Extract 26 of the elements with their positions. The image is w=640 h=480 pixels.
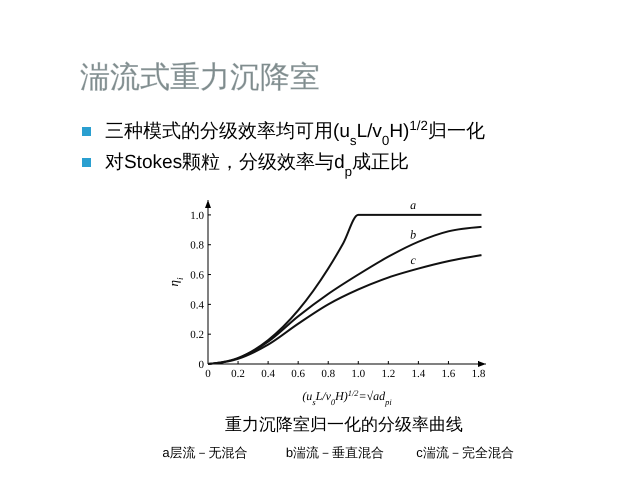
y-tick-label: 0.4 (190, 299, 204, 312)
x-tick-label: 0.6 (291, 368, 306, 380)
x-tick-label: 0.4 (261, 368, 276, 380)
x-tick-label: 1.8 (472, 368, 486, 380)
x-axis-title: (u$_{s}$L/v$_{0}$H)$^{1/2}$=√ad$_{pi}$ (302, 388, 392, 406)
y-tick-label: 0.6 (190, 270, 204, 282)
series-label: c (410, 253, 416, 268)
x-tick-label: 0.8 (321, 368, 336, 380)
series-label: b (410, 227, 416, 242)
x-tick-label: 1.2 (381, 368, 396, 380)
x-tick-label: 1.6 (442, 368, 456, 380)
text: b湍流－垂直混合 (286, 445, 384, 460)
y-tick-label: 1.0 (190, 210, 204, 222)
text: 重力沉降室归一化的分级率曲线 (225, 415, 463, 434)
text: a层流－无混合 (162, 445, 248, 460)
text: 三种模式的分级效率均可用(u$_{s}$L/v$_{0}$H)$^{1/2}$归一化 (105, 118, 485, 148)
y-tick-label: 0.8 (190, 240, 204, 252)
chart-title: 湍流式重力沉降室 (80, 61, 320, 94)
x-tick-label: 1.4 (412, 368, 426, 380)
y-tick-label: 0 (198, 359, 204, 371)
y-tick-label: 0.2 (190, 329, 204, 342)
x-tick-label: 0.2 (231, 368, 245, 380)
series-label: a (410, 198, 416, 212)
text: 对Stokes颗粒，分级效率与d$_{p}$成正比 (105, 151, 410, 178)
x-tick-label: 1.0 (351, 368, 366, 380)
text: c湍流－完全混合 (416, 445, 514, 460)
